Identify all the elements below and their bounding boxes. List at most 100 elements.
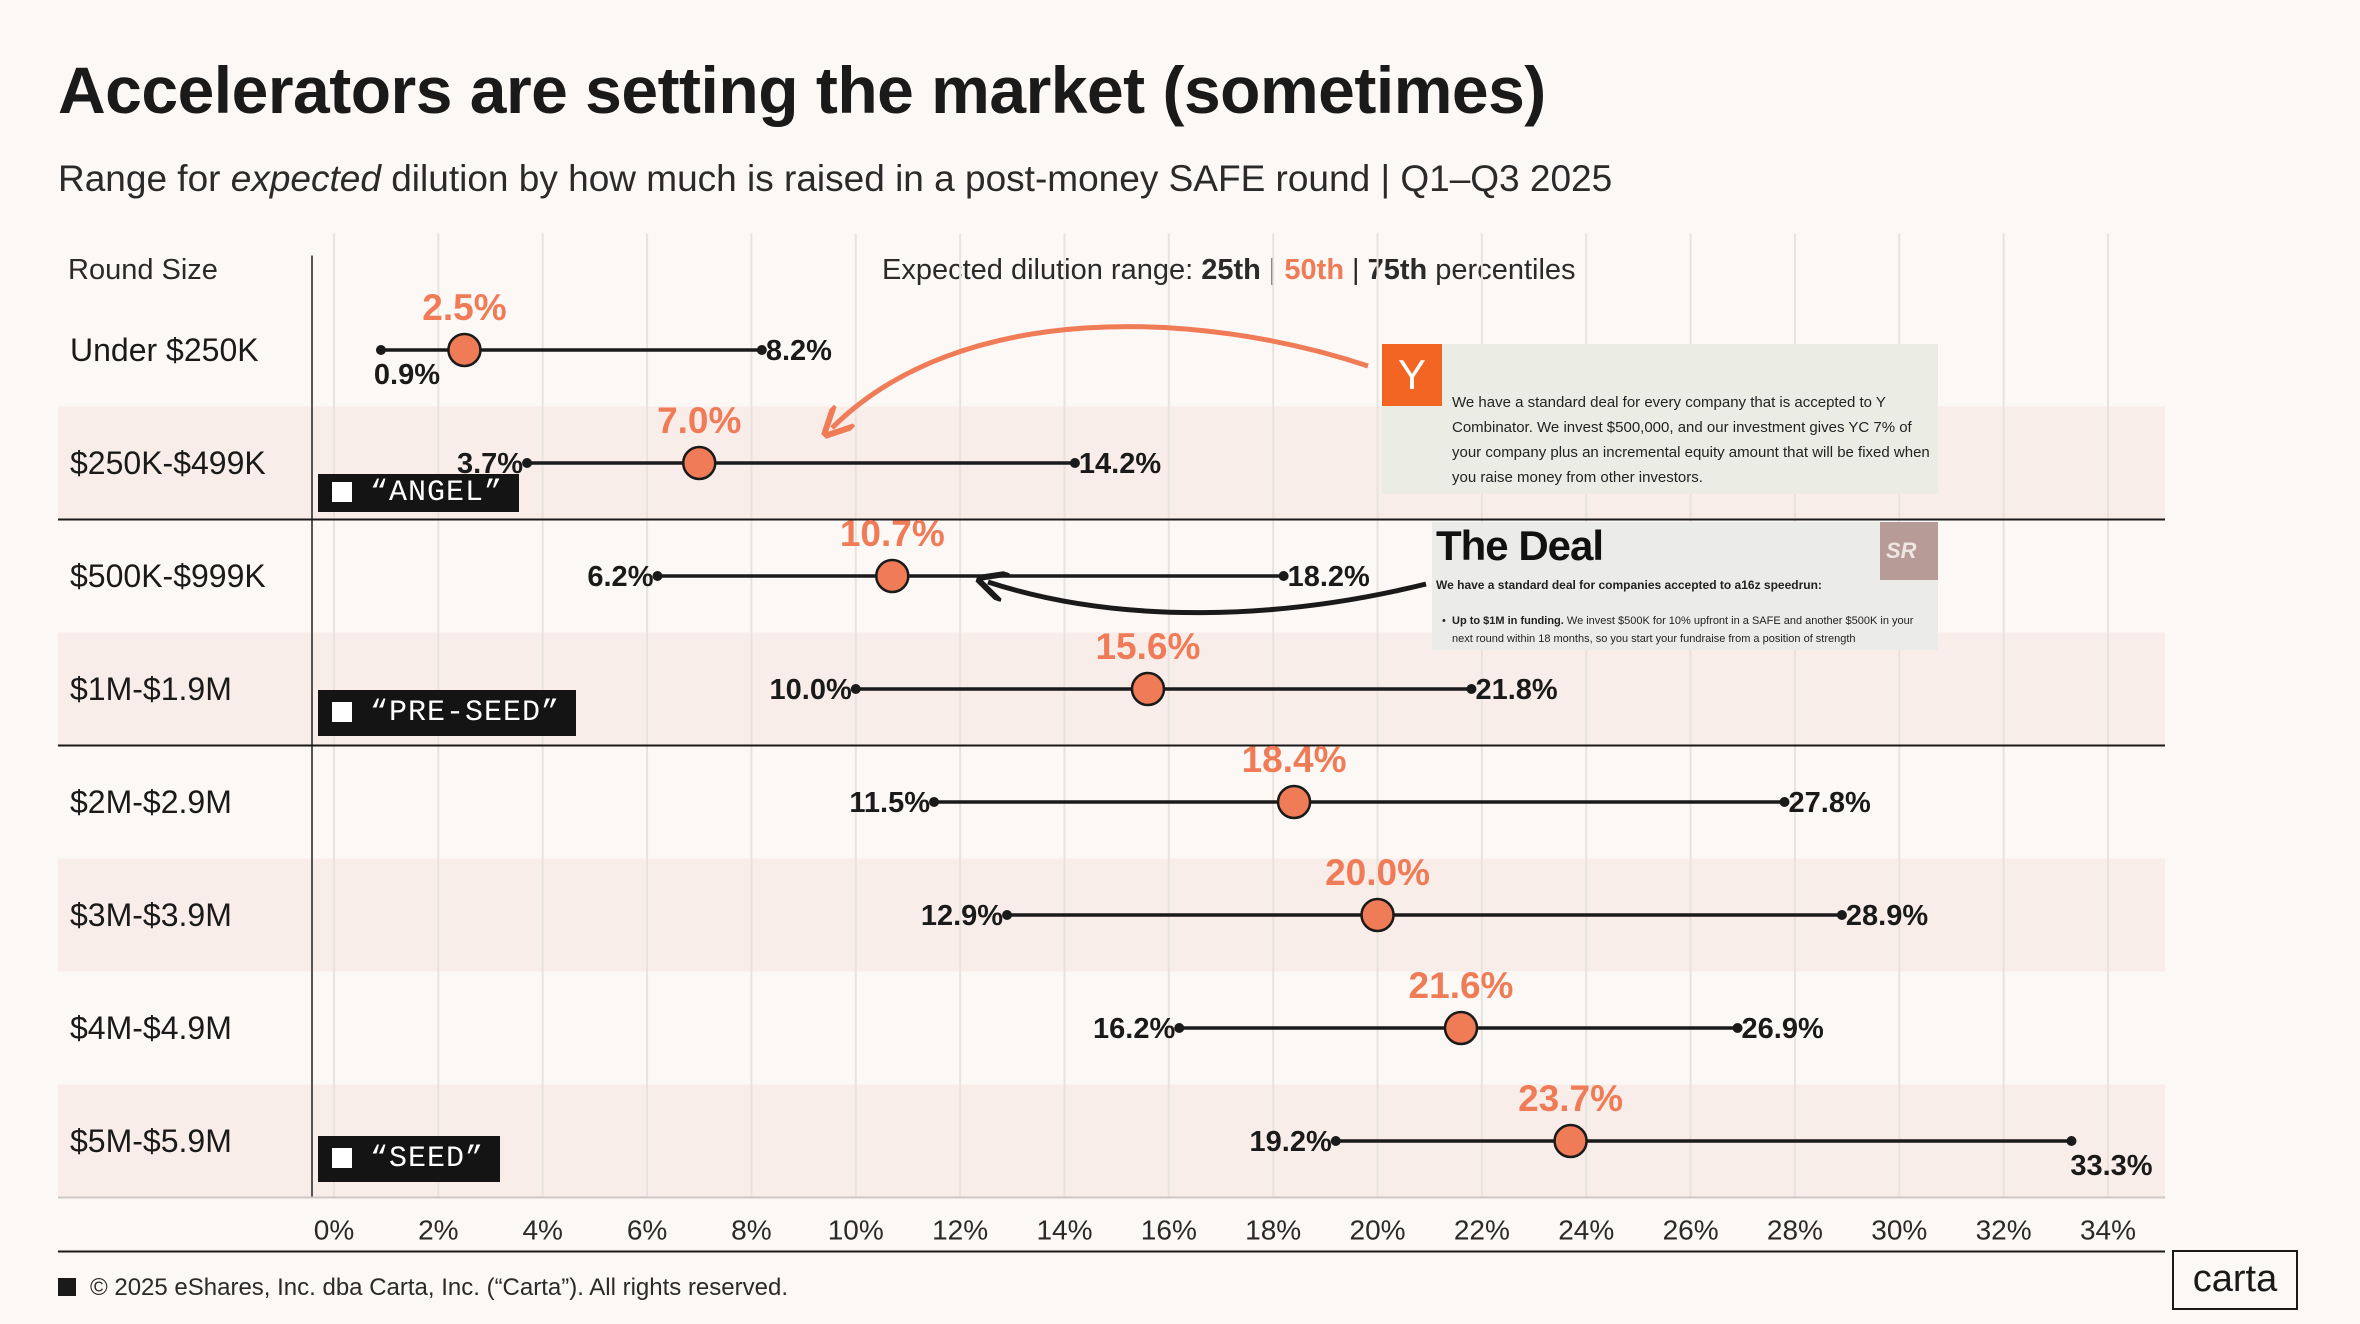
x-tick-label: 4% xyxy=(522,1215,562,1246)
median-dot xyxy=(875,558,910,594)
x-tick-label: 10% xyxy=(828,1215,884,1246)
x-tick-label: 0% xyxy=(314,1215,354,1246)
p75-label: 28.9% xyxy=(1846,900,1928,932)
speedrun-emblem-icon: SR xyxy=(1880,522,1938,580)
p75-endpoint xyxy=(1466,684,1477,694)
p75-label: 8.2% xyxy=(766,335,832,367)
x-tick-label: 6% xyxy=(627,1215,667,1246)
p75-label: 26.9% xyxy=(1742,1013,1824,1045)
p75-label: 33.3% xyxy=(2070,1150,2152,1182)
p75-label: 18.2% xyxy=(1288,561,1370,593)
x-tick-label: 28% xyxy=(1767,1215,1823,1246)
data-row: $2M-$2.9M 18.4% 11.5% 27.8% xyxy=(70,739,1871,820)
p25-endpoint xyxy=(375,345,386,355)
category-label: $1M-$1.9M xyxy=(70,671,232,707)
median-dot xyxy=(1443,1010,1479,1046)
yc-logo-icon: Y xyxy=(1382,344,1442,406)
p75-endpoint xyxy=(756,345,767,355)
stage-badge-pre-seed: “PRE-SEED” xyxy=(318,690,577,736)
category-label: $250K-$499K xyxy=(70,445,266,481)
p25-label: 6.2% xyxy=(587,561,653,593)
category-label: $500K-$999K xyxy=(70,558,266,594)
p25-label: 10.0% xyxy=(770,674,852,706)
legend-p50: 50th xyxy=(1284,254,1345,286)
category-label: $4M-$4.9M xyxy=(70,1010,232,1046)
p75-label: 21.8% xyxy=(1475,674,1557,706)
chart-subtitle: Range for expected dilution by how much … xyxy=(58,158,1613,199)
data-row: $3M-$3.9M 20.0% 12.9% 28.9% xyxy=(70,852,1928,933)
x-tick-label: 34% xyxy=(2080,1215,2136,1246)
p25-endpoint xyxy=(850,684,861,694)
median-dot xyxy=(681,445,717,481)
x-tick-label: 18% xyxy=(1245,1215,1301,1246)
p25-label: 11.5% xyxy=(849,787,930,819)
data-row: $5M-$5.9M 23.7% 19.2% 33.3% xyxy=(70,1078,2153,1182)
stage-badge-angel: “ANGEL” xyxy=(318,474,520,512)
carta-logo: carta xyxy=(2172,1250,2298,1310)
median-dot xyxy=(1553,1123,1588,1159)
x-tick-label: 2% xyxy=(418,1215,458,1246)
median-label: 10.7% xyxy=(840,513,945,554)
data-row: $1M-$1.9M 15.6% 10.0% 21.8% xyxy=(70,626,1558,707)
x-tick-label: 14% xyxy=(1036,1215,1092,1246)
p75-endpoint xyxy=(1836,910,1847,920)
p75-endpoint xyxy=(1278,571,1289,581)
a16z-deal-intro: We have a standard deal for companies ac… xyxy=(1436,578,1822,592)
median-label: 15.6% xyxy=(1095,626,1200,667)
median-dot xyxy=(1130,671,1166,707)
a16z-arrow xyxy=(988,582,1427,616)
median-dot xyxy=(447,332,482,368)
x-tick-label: 30% xyxy=(1871,1215,1927,1246)
data-row: Under $250K 2.5% 0.9% 8.2% xyxy=(70,287,832,391)
median-label: 18.4% xyxy=(1242,739,1347,780)
category-label: $5M-$5.9M xyxy=(70,1123,232,1159)
median-label: 2.5% xyxy=(422,287,506,328)
x-tick-label: 22% xyxy=(1454,1215,1510,1246)
x-tick-label: 16% xyxy=(1141,1215,1197,1246)
category-label: $3M-$3.9M xyxy=(70,897,232,933)
legend-p25: 25th xyxy=(1201,254,1261,286)
x-tick-label: 32% xyxy=(1976,1215,2032,1246)
chart-legend: Expected dilution range: 25th|50th|75th … xyxy=(882,254,1576,286)
x-tick-label: 26% xyxy=(1663,1215,1719,1246)
footer-square-icon xyxy=(58,1278,76,1296)
p25-endpoint xyxy=(929,797,940,807)
copyright-footer: © 2025 eShares, Inc. dba Carta, Inc. (“C… xyxy=(58,1274,788,1302)
median-dot xyxy=(1360,897,1395,933)
yc-deal-callout: Y We have a standard deal for every comp… xyxy=(1382,344,1938,494)
median-label: 7.0% xyxy=(657,400,741,441)
p75-endpoint xyxy=(2066,1136,2077,1146)
median-label: 23.7% xyxy=(1518,1078,1623,1119)
p25-label: 0.9% xyxy=(374,359,440,391)
x-tick-label: 12% xyxy=(932,1215,988,1246)
x-tick-label: 24% xyxy=(1558,1215,1614,1246)
p75-endpoint xyxy=(1779,797,1790,807)
median-label: 21.6% xyxy=(1409,965,1514,1006)
a16z-deal-callout: The Deal SR We have a standard deal for … xyxy=(1432,522,1938,650)
chart-title: Accelerators are setting the market (som… xyxy=(58,53,1546,127)
p25-endpoint xyxy=(522,458,533,468)
round-size-header: Round Size xyxy=(68,254,218,286)
stage-badge-seed: “SEED” xyxy=(318,1136,501,1182)
p75-endpoint xyxy=(1732,1023,1743,1033)
p75-label: 27.8% xyxy=(1789,787,1871,819)
yc-deal-text: We have a standard deal for every compan… xyxy=(1452,394,1930,486)
p25-label: 19.2% xyxy=(1250,1126,1332,1158)
a16z-deal-bullet: • Up to $1M in funding. We invest $500K f… xyxy=(1442,615,1914,645)
category-label: Under $250K xyxy=(70,332,259,368)
median-dot xyxy=(1276,784,1312,820)
x-tick-label: 8% xyxy=(731,1215,771,1246)
median-label: 20.0% xyxy=(1325,852,1430,893)
yc-arrow xyxy=(832,324,1369,428)
p75-endpoint xyxy=(1069,458,1080,468)
p25-endpoint xyxy=(1174,1023,1185,1033)
data-row: $500K-$999K 10.7% 6.2% 18.2% xyxy=(70,513,1370,594)
a16z-deal-title: The Deal xyxy=(1436,522,1604,569)
data-row: $4M-$4.9M 21.6% 16.2% 26.9% xyxy=(70,965,1824,1046)
category-label: $2M-$2.9M xyxy=(70,784,232,820)
p75-label: 14.2% xyxy=(1079,448,1161,480)
p25-endpoint xyxy=(1330,1136,1341,1146)
p25-label: 16.2% xyxy=(1093,1013,1175,1045)
p25-endpoint xyxy=(1002,910,1013,920)
